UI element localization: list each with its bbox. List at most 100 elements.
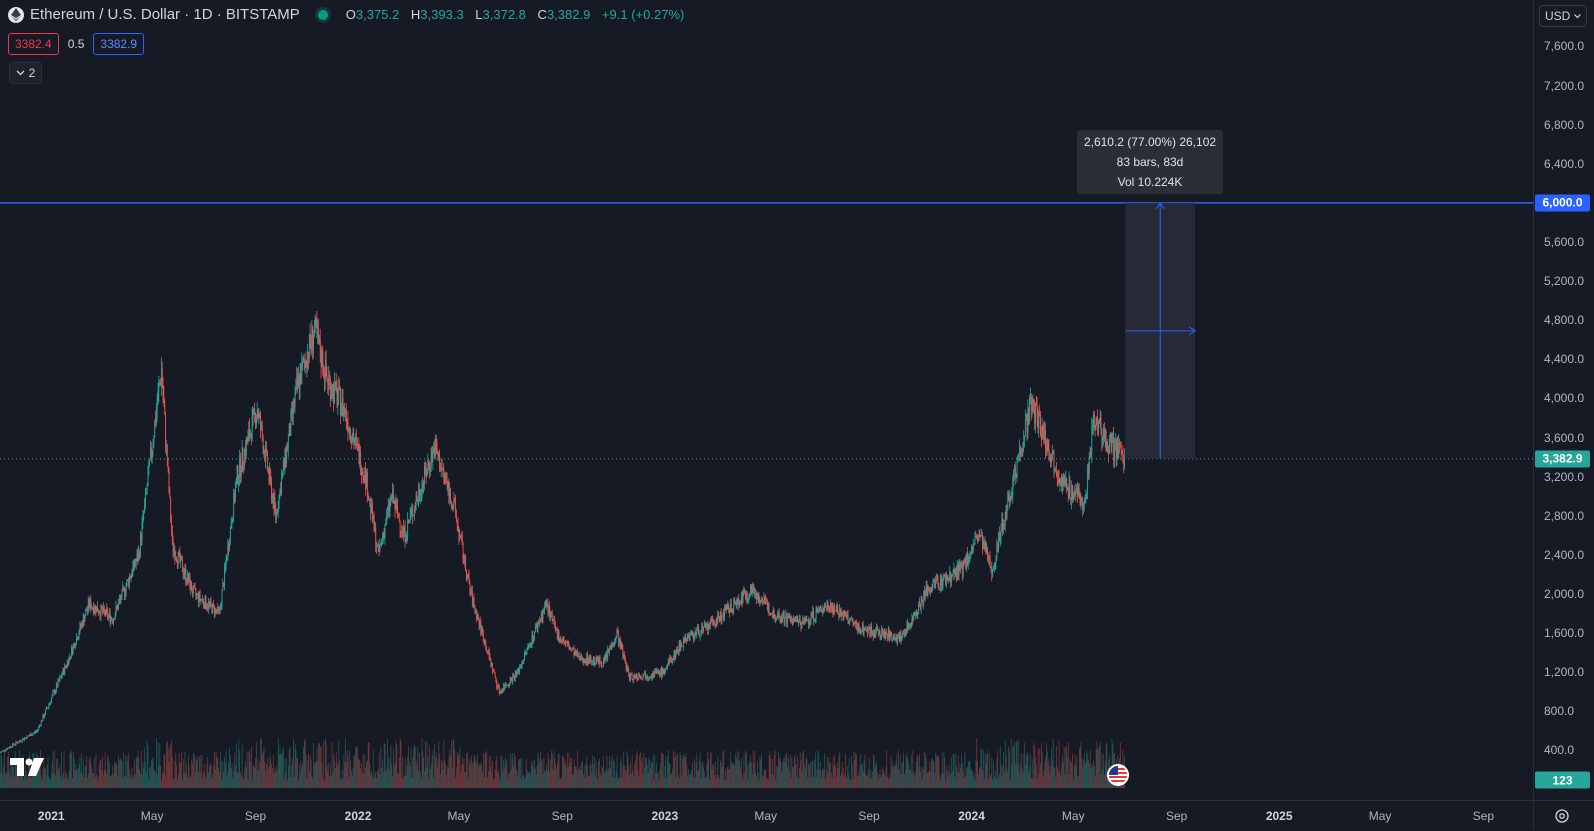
- measure-change: 2,610.2 (77.00%) 26,102: [1083, 135, 1217, 149]
- volume-bar: [11, 760, 13, 788]
- volume-bar: [588, 775, 589, 788]
- candle-body: [398, 514, 399, 517]
- volume-bar: [872, 755, 874, 788]
- volume-bar: [687, 775, 689, 788]
- symbol-title[interactable]: Ethereum / U.S. Dollar · 1D · BITSTAMP: [30, 6, 300, 23]
- candle-body: [887, 634, 889, 638]
- volume-bar: [1094, 775, 1096, 788]
- candle-body: [556, 629, 557, 631]
- candle-body: [798, 619, 800, 621]
- candle-body: [637, 679, 639, 680]
- settings-icon[interactable]: [1554, 808, 1570, 829]
- candle-body: [93, 610, 95, 613]
- candle-body: [796, 616, 798, 618]
- volume-bar: [627, 755, 629, 788]
- candle-body: [765, 599, 767, 601]
- volume-bar: [222, 760, 224, 788]
- volume-bar: [391, 764, 393, 788]
- candle-body: [1010, 496, 1012, 501]
- volume-bar: [956, 766, 957, 788]
- candle-body: [240, 472, 242, 477]
- volume-bar: [434, 744, 436, 788]
- candle-body: [635, 674, 637, 679]
- candle-body: [50, 698, 52, 703]
- volume-bar: [211, 778, 213, 788]
- candle-body: [693, 637, 695, 640]
- volume-bar: [124, 755, 126, 788]
- volume-bar: [1025, 755, 1027, 788]
- candle-body: [708, 624, 710, 631]
- volume-bar: [331, 742, 333, 788]
- volume-bar: [463, 758, 465, 788]
- buy-price-button[interactable]: 3382.9: [93, 33, 145, 55]
- candle-body: [620, 643, 622, 649]
- tradingview-logo[interactable]: [10, 758, 44, 781]
- volume-bar: [439, 753, 441, 788]
- candle-body: [935, 581, 936, 588]
- candle-body: [424, 466, 425, 483]
- candle-body: [978, 534, 980, 536]
- currency-selector[interactable]: USD: [1539, 5, 1587, 27]
- volume-bar: [1016, 740, 1018, 788]
- volume-bar: [923, 770, 925, 788]
- candle-body: [13, 744, 15, 746]
- candle-body: [1097, 418, 1099, 434]
- candle-body: [872, 632, 874, 637]
- price-axis[interactable]: USD 7,600.0 7,200.0 6,800.0 6,400.0 5,600.0 5…: [1533, 0, 1594, 830]
- candle-body: [719, 611, 721, 619]
- candle-body: [172, 532, 173, 540]
- price-tick-label: 5,200.0: [1544, 274, 1585, 289]
- candle-body: [206, 607, 208, 609]
- volume-bar: [456, 752, 458, 788]
- volume-bar: [608, 768, 609, 788]
- candle-body: [1062, 476, 1063, 487]
- volume-bar: [711, 770, 713, 788]
- volume-bar: [737, 760, 739, 788]
- volume-bar: [544, 770, 546, 788]
- price-tick-label: 2,800.0: [1544, 508, 1585, 523]
- candle-body: [762, 599, 763, 603]
- horizontal-line-price-tag[interactable]: 6,000.0: [1535, 194, 1590, 212]
- candle-body: [122, 587, 124, 590]
- candle-body: [1043, 429, 1045, 442]
- volume-bar: [57, 769, 59, 788]
- volume-bar: [853, 751, 855, 788]
- volume-bar: [255, 758, 257, 788]
- volume-bar: [1007, 768, 1009, 788]
- candle-body: [598, 658, 600, 665]
- candle-body: [1067, 487, 1068, 489]
- indicators-collapse-button[interactable]: 2: [9, 62, 42, 84]
- candle-body: [640, 677, 642, 679]
- candle-body: [401, 531, 403, 533]
- chevron-down-icon: [16, 70, 25, 76]
- candle-body: [733, 598, 735, 611]
- candle-body: [331, 392, 333, 397]
- volume-bar: [727, 766, 729, 788]
- candle-body: [361, 472, 363, 475]
- candle-body: [3, 750, 4, 751]
- candle-body: [295, 383, 297, 394]
- sell-price-button[interactable]: 3382.4: [8, 33, 59, 55]
- candle-body: [243, 464, 245, 465]
- us-flag-icon[interactable]: [1107, 764, 1129, 786]
- volume-bar: [835, 776, 837, 788]
- candle-body: [408, 520, 409, 523]
- time-axis[interactable]: 2021 May Sep 2022 May Sep 2023 May Sep 2024 May Sep…: [0, 800, 1533, 831]
- volume-bar: [174, 760, 176, 788]
- price-chart[interactable]: [0, 0, 1533, 800]
- chart-pane[interactable]: Ethereum / U.S. Dollar · 1D · BITSTAMP O…: [0, 0, 1533, 800]
- candle-body: [596, 656, 598, 662]
- market-status-indicator[interactable]: [317, 9, 328, 20]
- volume-bar: [188, 766, 190, 788]
- volume-bar: [619, 777, 620, 788]
- symbol-legend[interactable]: Ethereum / U.S. Dollar · 1D · BITSTAMP O…: [8, 6, 692, 23]
- candle-body: [310, 344, 312, 346]
- candle-body: [741, 595, 743, 603]
- volume-bar: [1047, 763, 1049, 788]
- volume-bar: [960, 767, 962, 788]
- candle-body: [904, 632, 906, 637]
- volume-bar: [621, 777, 623, 788]
- candle-body: [347, 421, 349, 432]
- volume-bar: [967, 761, 969, 788]
- volume-bar: [675, 777, 677, 788]
